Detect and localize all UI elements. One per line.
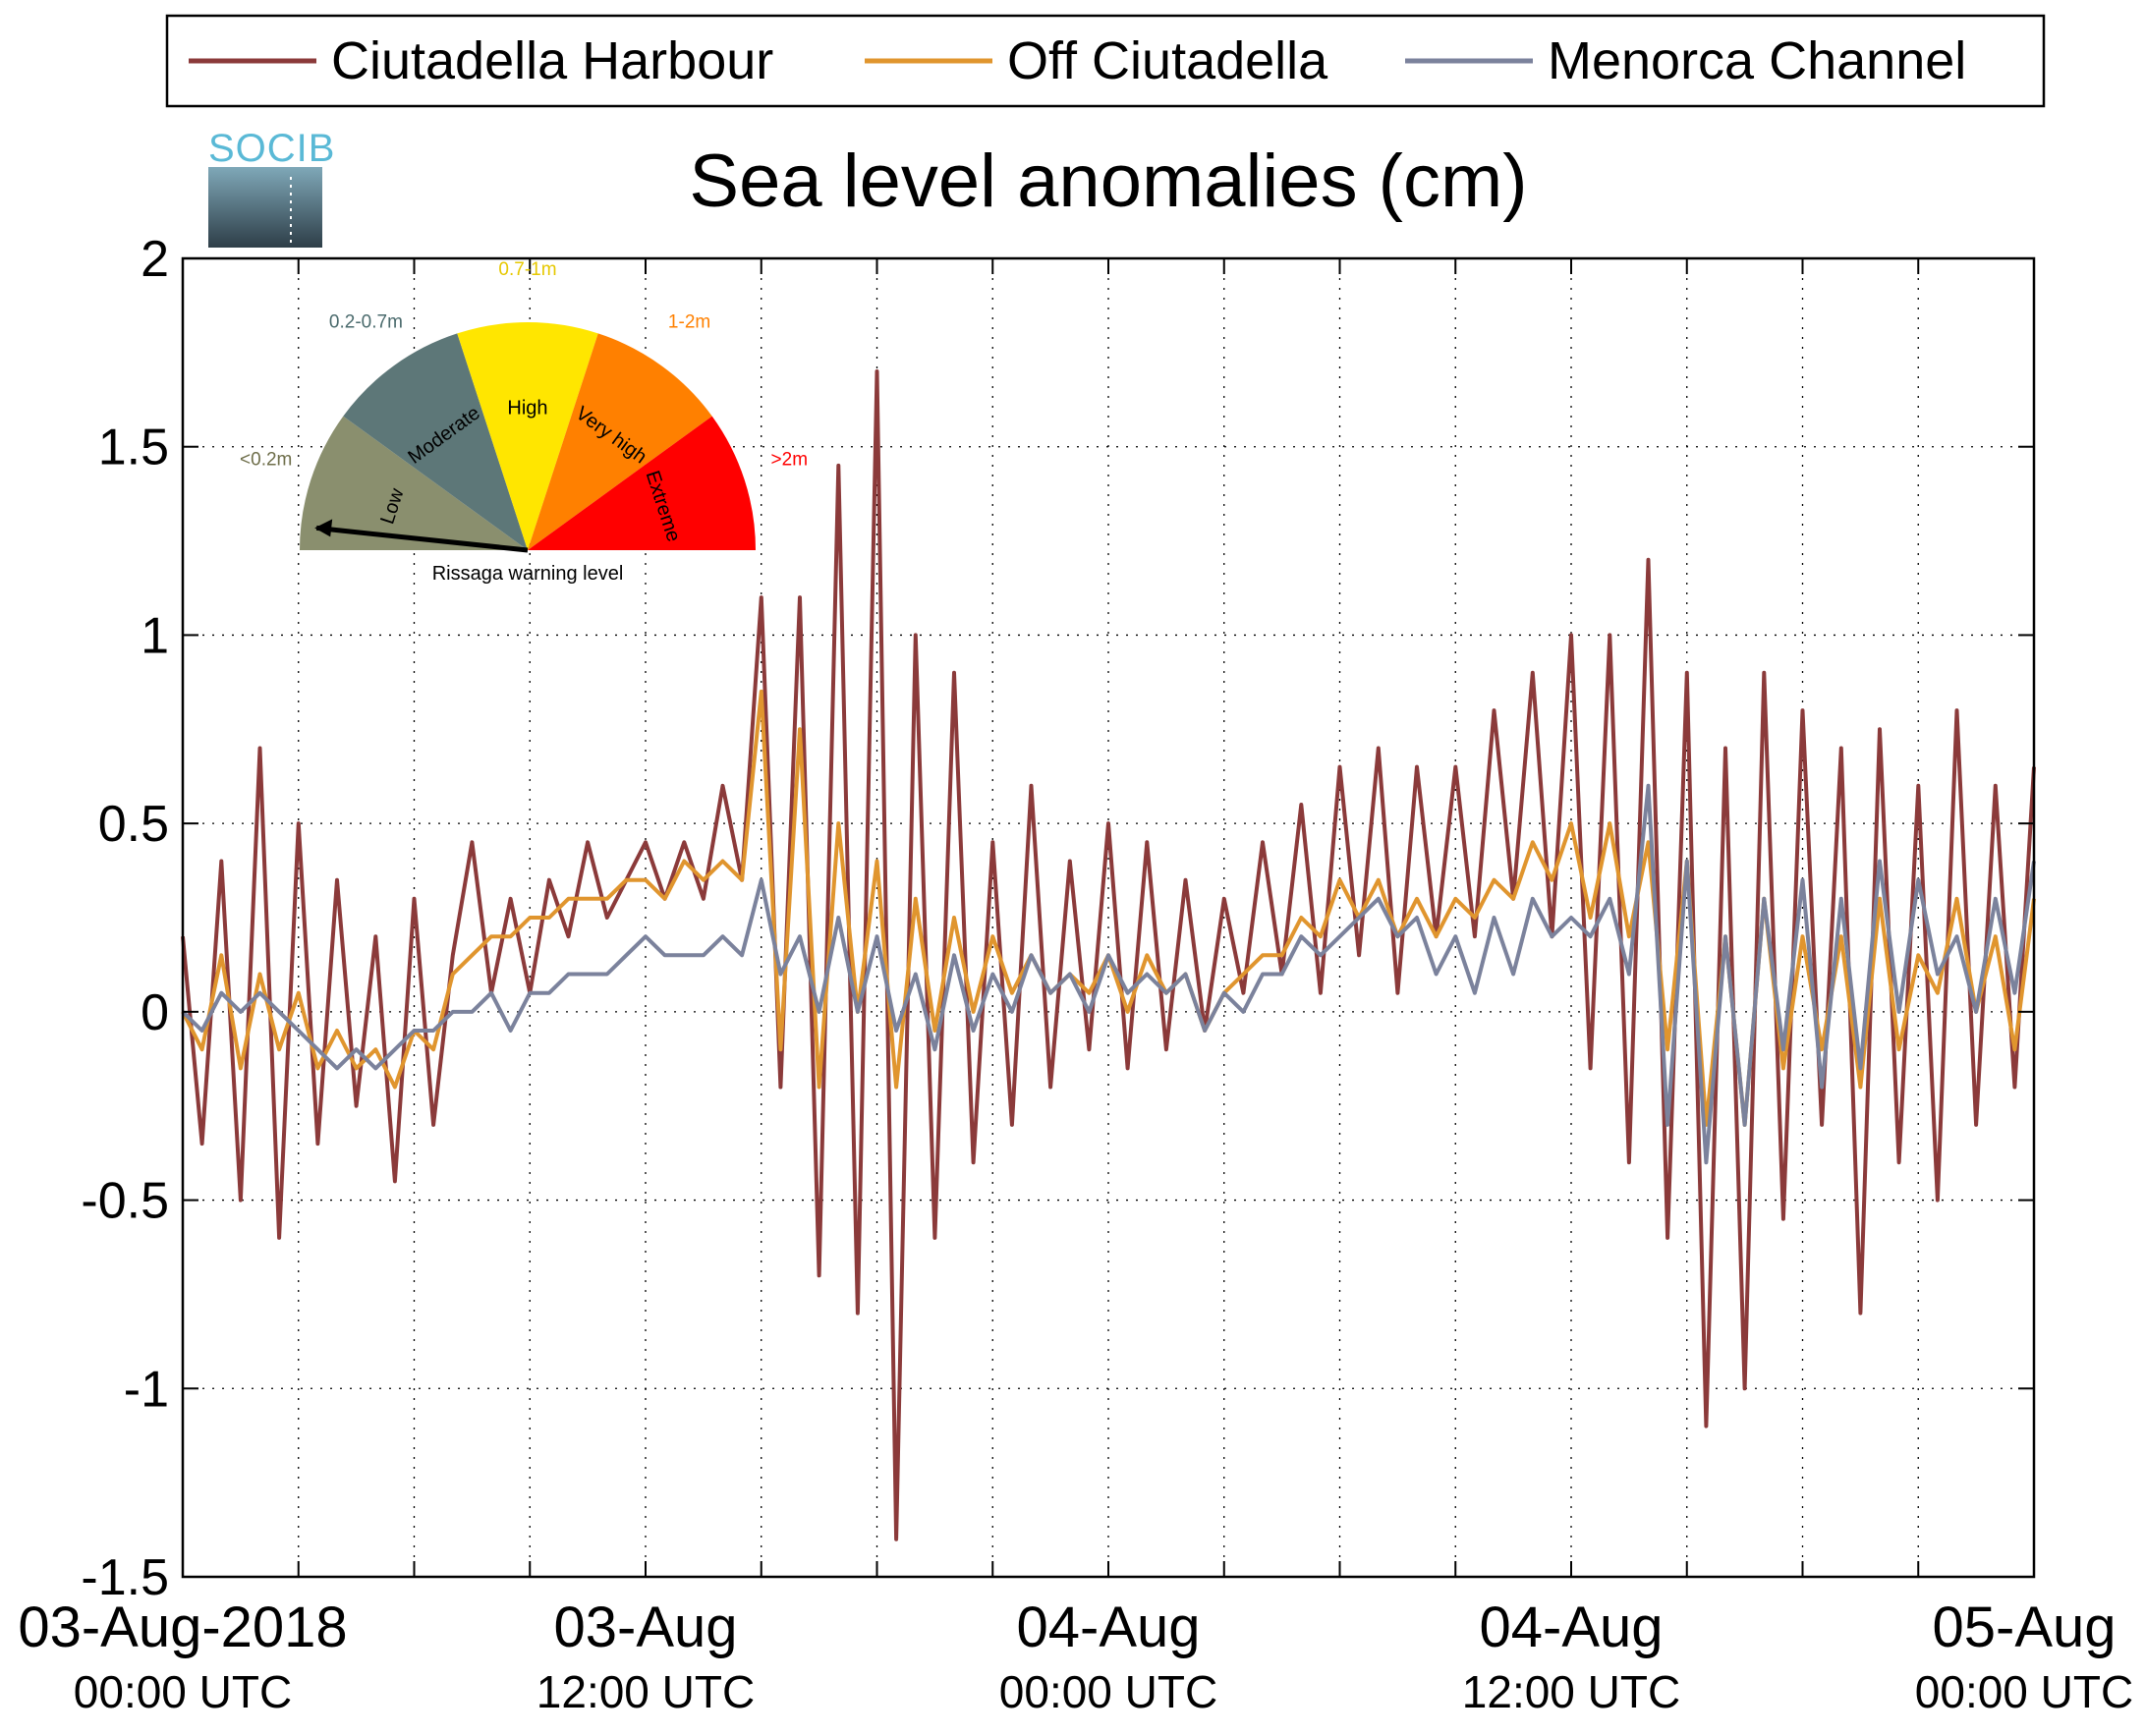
gauge-segment — [528, 416, 756, 550]
gauge-segment — [343, 333, 528, 550]
socib-logo: SOCIB — [208, 127, 335, 248]
y-tick-label: 0 — [141, 984, 169, 1041]
axis-ticks — [183, 257, 2034, 1578]
logo-text: SOCIB — [208, 127, 335, 170]
legend: Ciutadella Harbour Off Ciutadella Menorca … — [165, 14, 2046, 108]
legend-frame — [165, 14, 2046, 108]
logo-block — [208, 167, 322, 248]
x-tick-label-date: 04-Aug — [1016, 1596, 1200, 1659]
x-tick-label-time: 00:00 UTC — [74, 1666, 292, 1717]
y-tick-label: 1.5 — [98, 420, 169, 476]
x-tick-label-time: 00:00 UTC — [1915, 1666, 2133, 1717]
x-tick-label-date: 03-Aug — [553, 1596, 737, 1659]
gauge-segment — [300, 416, 528, 550]
x-tick-label-date: 04-Aug — [1479, 1596, 1663, 1659]
chart-title: Sea level anomalies (cm) — [689, 140, 1527, 223]
gauge-segment-label: High — [507, 397, 547, 419]
gauge-caption: Rissaga warning level — [432, 563, 624, 585]
gauge-needle — [315, 525, 529, 553]
y-axis-labels: 2 1.5 1 0.5 0 -0.5 -1 -1.5 — [81, 231, 169, 1606]
y-tick-label: 1 — [141, 607, 169, 664]
plot-frame — [181, 256, 2036, 1579]
gauge-range-label: 0.7-1m — [498, 259, 556, 280]
gauge-segment — [528, 333, 712, 550]
x-tick-label-time: 12:00 UTC — [536, 1666, 755, 1717]
gauge-range-label: <0.2m — [240, 449, 292, 470]
series-layer — [181, 369, 2036, 1541]
legend-label: Menorca Channel — [1548, 31, 1966, 90]
y-tick-label: 2 — [141, 231, 169, 288]
y-tick-label: -1.5 — [81, 1549, 169, 1606]
x-tick-label-date: 03-Aug-2018 — [18, 1596, 347, 1659]
x-axis-labels: 03-Aug-2018 00:00 UTC 03-Aug 12:00 UTC 04-Au… — [18, 1596, 2133, 1717]
gauge-segment — [457, 322, 598, 550]
y-tick-label: 0.5 — [98, 796, 169, 853]
x-tick-label-time: 12:00 UTC — [1462, 1666, 1680, 1717]
y-tick-label: -0.5 — [81, 1173, 169, 1230]
gauge-needle-tip — [314, 519, 333, 537]
gauge-range-label: 1-2m — [668, 311, 710, 332]
y-tick-label: -1 — [124, 1361, 169, 1418]
x-tick-label-time: 00:00 UTC — [999, 1666, 1217, 1717]
x-tick-label-date: 05-Aug — [1932, 1596, 2116, 1659]
legend-label: Ciutadella Harbour — [331, 31, 773, 90]
gauge-range-label: 0.2-0.7m — [329, 311, 403, 332]
series-line-3 — [181, 783, 2036, 1165]
plot-area — [181, 256, 2036, 1579]
legend-label: Off Ciutadella — [1007, 31, 1328, 90]
gauge-range-label: >2m — [771, 449, 809, 470]
